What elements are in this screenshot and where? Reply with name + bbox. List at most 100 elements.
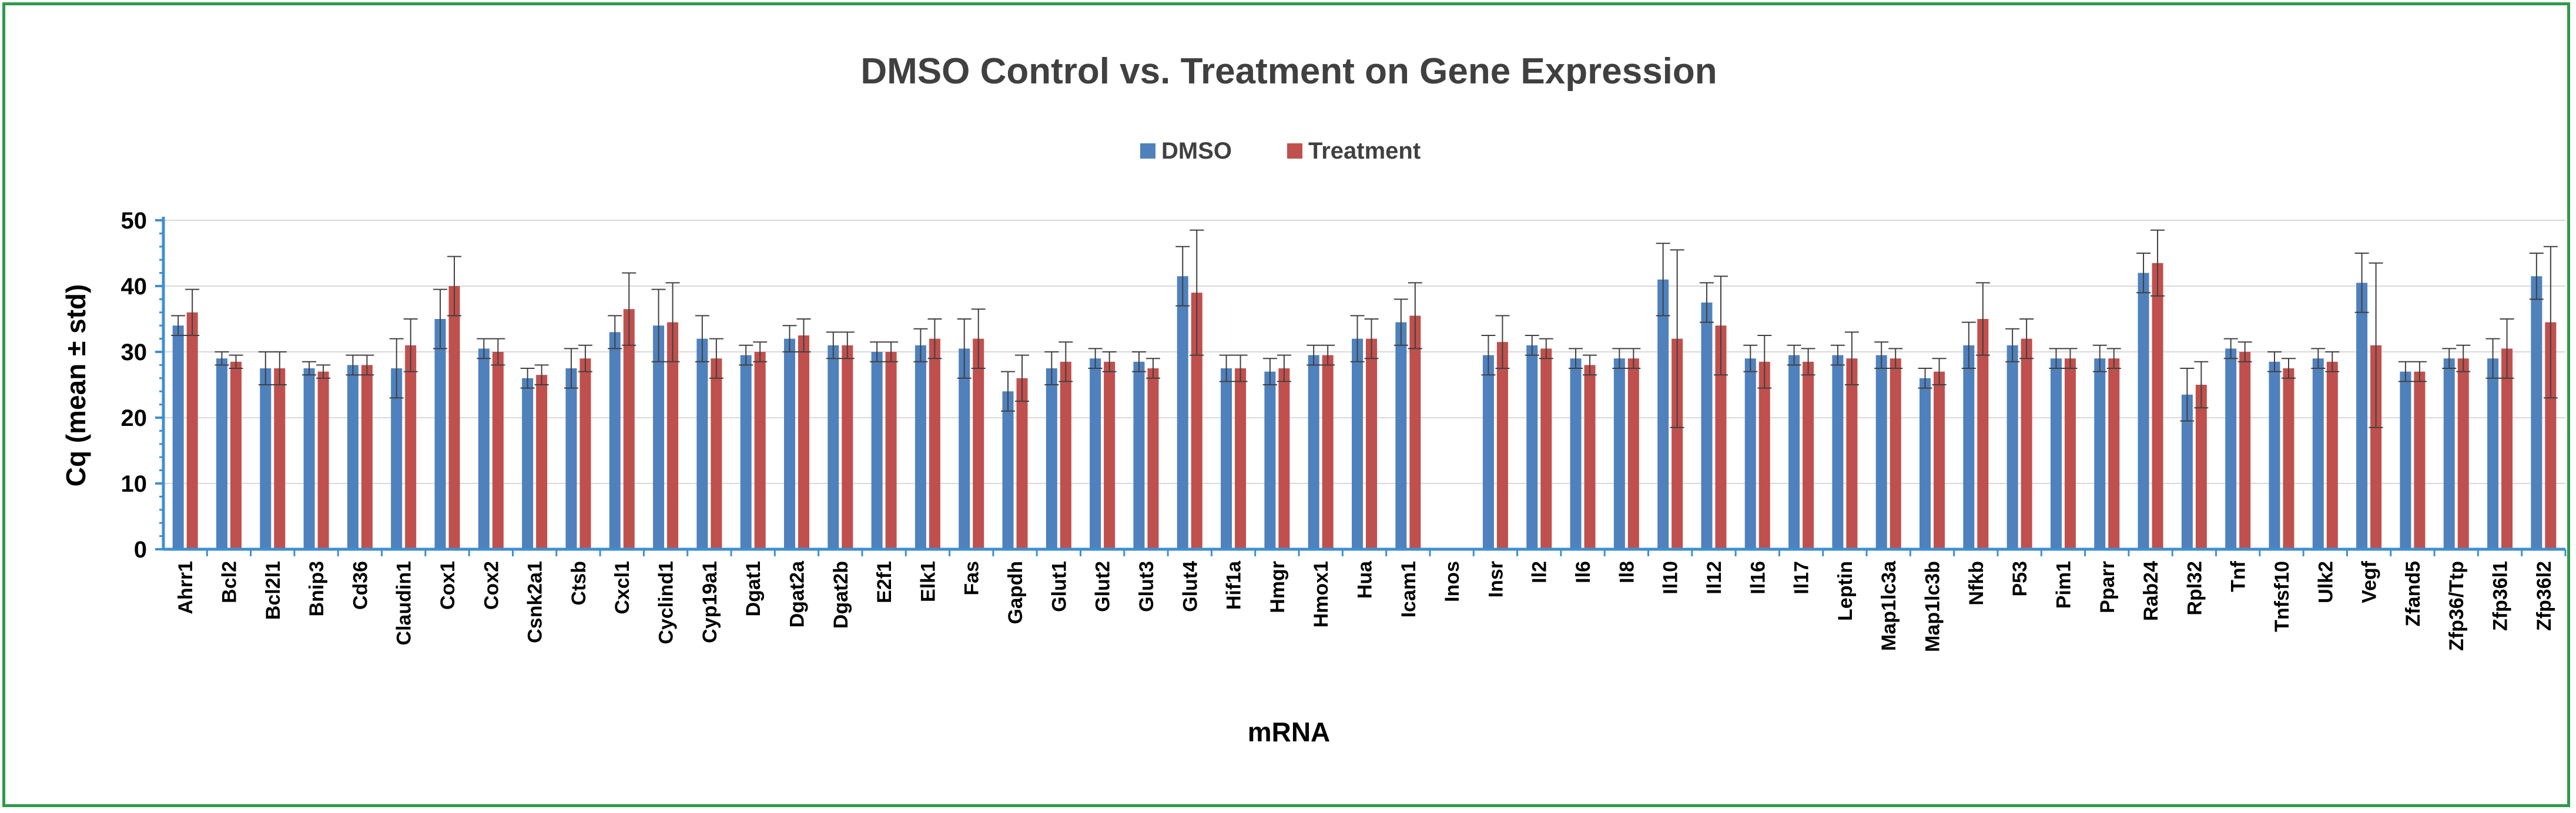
x-tick-label-e2f1: E2f1	[873, 561, 896, 603]
bar-treatment-il8	[1627, 358, 1639, 549]
bar-treatment-bcl2l1	[274, 368, 286, 549]
x-tick-label-dgat2a: Dgat2a	[786, 560, 808, 627]
chart-title: DMSO Control vs. Treatment on Gene Expre…	[860, 51, 1717, 92]
bar-dmso-map1lc3b	[1920, 378, 1931, 549]
x-tick-label-cox2: Cox2	[480, 561, 503, 610]
x-tick-label-zfp36l2: Zfp36l2	[2533, 561, 2555, 631]
bar-treatment-gapdh	[1016, 378, 1028, 549]
x-tick-label-il17: Il17	[1791, 561, 1813, 594]
x-tick-label-map1lc3b: Map1lc3b	[1922, 561, 1944, 652]
x-tick-label-cd36: Cd36	[349, 561, 371, 610]
bar-treatment-icam1	[1409, 315, 1421, 549]
x-tick-label-glut2: Glut2	[1092, 561, 1114, 612]
bar-treatment-dgat2a	[798, 335, 809, 549]
error-bars	[171, 229, 2558, 428]
bar-dmso-hmgr	[1264, 371, 1276, 549]
bar-treatment-rab24	[2152, 263, 2163, 549]
bar-dmso-pparr	[2094, 358, 2106, 549]
bar-treatment-e2f1	[885, 352, 897, 549]
x-tick-label-glut1: Glut1	[1048, 561, 1070, 612]
bar-dmso-hua	[1352, 338, 1363, 549]
bar-dmso-elk1	[915, 345, 926, 549]
bar-dmso-gapdh	[1002, 391, 1014, 549]
bar-treatment-cxcl1	[623, 309, 635, 549]
y-tick-label-10: 10	[121, 471, 148, 497]
y-tick-label-50: 50	[121, 208, 148, 234]
bar-dmso-cxcl1	[609, 332, 621, 549]
bar-treatment-dgat1	[754, 352, 766, 549]
bar-dmso-claudin1	[391, 368, 403, 549]
x-tick-label-csnk2a1: Csnk2a1	[524, 561, 547, 643]
bar-dmso-insr	[1482, 355, 1494, 549]
x-tick-label-ctsb: Ctsb	[568, 561, 590, 606]
bar-treatment-dgat2b	[842, 345, 853, 549]
bar-dmso-csnk2a1	[522, 378, 534, 549]
bar-dmso-il6	[1570, 358, 1582, 549]
bar-dmso-zfp36l2	[2531, 276, 2542, 549]
bar-treatment-fas	[973, 338, 984, 549]
x-tick-label-insr: Insr	[1485, 561, 1507, 597]
bar-treatment-p53	[2021, 338, 2032, 549]
bar-treatment-zfp36l2	[2545, 322, 2557, 549]
x-tick-label-map1lc3a: Map1lc3a	[1878, 560, 1900, 651]
x-tick-label-cxcl1: Cxcl1	[611, 561, 634, 614]
bar-treatment-hif1a	[1235, 368, 1247, 549]
bar-treatment-glut3	[1147, 368, 1159, 549]
bar-dmso-tnf	[2225, 348, 2237, 549]
x-tick-label-zfand5: Zfand5	[2402, 561, 2424, 626]
bar-dmso-bnip3	[303, 368, 315, 549]
bar-dmso-vegf	[2356, 283, 2368, 549]
x-tick-label-il12: Il12	[1703, 561, 1726, 594]
x-tick-label-dgat2b: Dgat2b	[830, 561, 852, 629]
bar-dmso-dgat1	[740, 355, 752, 549]
gridlines	[163, 220, 2565, 484]
bar-treatment-zfp36l1	[2501, 348, 2513, 549]
bar-treatment-zfp36-ttp	[2457, 358, 2469, 549]
x-axis-title: mRNA	[1248, 717, 1331, 747]
x-tick-label-cyp19a1: Cyp19a1	[699, 561, 721, 643]
y-tick-label-0: 0	[134, 537, 147, 563]
bar-dmso-hmox1	[1308, 355, 1319, 549]
x-tick-label-bcl2: Bcl2	[218, 561, 240, 603]
bar-treatment-map1lc3a	[1890, 358, 1901, 549]
axes	[162, 217, 2565, 551]
x-tick-label-rab24: Rab24	[2140, 561, 2162, 621]
x-tick-label-pim1: Pim1	[2052, 561, 2075, 609]
bar-treatment-cox2	[492, 352, 504, 549]
bar-treatment-il16	[1758, 361, 1770, 549]
bar-dmso-icam1	[1395, 322, 1407, 549]
legend: DMSO Treatment	[1140, 138, 1421, 164]
bar-treatment-cyp19a1	[711, 358, 722, 549]
bar-treatment-il17	[1803, 361, 1814, 549]
x-tick-label-dgat1: Dgat1	[742, 561, 765, 616]
bar-treatment-bnip3	[317, 371, 329, 549]
bar-treatment-il12	[1715, 325, 1727, 549]
x-tick-label-vegf: Vegf	[2359, 560, 2381, 603]
bar-dmso-zfp36-ttp	[2443, 358, 2455, 549]
bar-treatment-il10	[1671, 338, 1683, 549]
x-tick-label-bcl2l1: Bcl2l1	[262, 561, 284, 620]
x-tick-label-il10: Il10	[1660, 561, 1682, 594]
x-tick-label-il6: Il6	[1572, 561, 1594, 583]
bar-dmso-il10	[1657, 279, 1669, 549]
x-tick-label-zfp36-ttp: Zfp36/Ttp	[2446, 561, 2468, 651]
x-tick-label-glut3: Glut3	[1135, 561, 1158, 612]
bar-dmso-rpl32	[2181, 394, 2193, 549]
bars	[172, 263, 2557, 549]
bar-dmso-bcl2l1	[260, 368, 272, 549]
bar-treatment-pparr	[2108, 358, 2120, 549]
x-tick-label-leptin: Leptin	[1834, 561, 1857, 621]
bar-treatment-ahrr1	[186, 312, 198, 549]
x-tick-label-il8: Il8	[1616, 561, 1638, 583]
bar-treatment-cyclind1	[667, 322, 679, 549]
x-tick-label-hua: Hua	[1354, 560, 1376, 599]
legend-label-treatment: Treatment	[1308, 138, 1421, 164]
bar-dmso-tnfsf10	[2269, 361, 2280, 549]
bar-treatment-map1lc3b	[1934, 371, 1945, 549]
x-tick-label-fas: Fas	[961, 561, 983, 596]
bar-dmso-glut3	[1133, 361, 1145, 549]
bar-treatment-il6	[1584, 365, 1596, 549]
bar-dmso-il17	[1788, 355, 1800, 549]
x-tick-label-rpl32: Rpl32	[2183, 561, 2206, 616]
x-tick-label-icam1: Icam1	[1398, 561, 1420, 617]
